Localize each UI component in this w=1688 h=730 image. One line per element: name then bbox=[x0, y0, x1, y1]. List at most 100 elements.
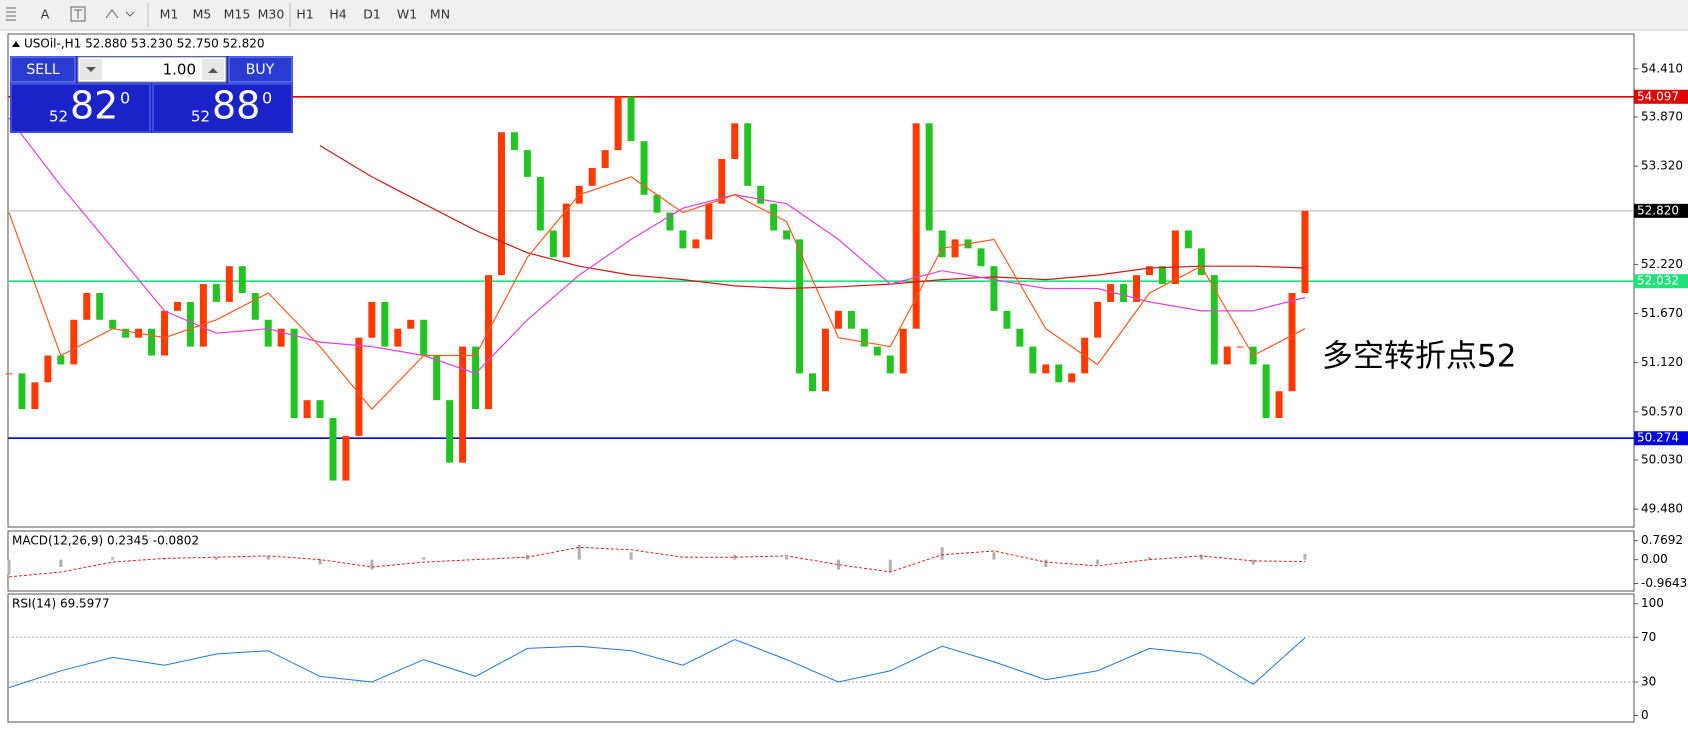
y-tick-label: 53.320 bbox=[1641, 159, 1683, 173]
candle bbox=[1224, 347, 1231, 365]
y-tick-label: 0 bbox=[1641, 708, 1649, 722]
candle bbox=[148, 329, 155, 356]
candle bbox=[589, 168, 596, 186]
candle bbox=[1237, 347, 1244, 348]
toolbar-item[interactable]: M1 bbox=[160, 7, 179, 22]
toolbar-item[interactable]: D1 bbox=[363, 7, 381, 22]
candle bbox=[835, 311, 842, 329]
candle bbox=[433, 356, 440, 401]
toolbar bbox=[0, 0, 1688, 30]
candle bbox=[317, 400, 324, 418]
candle bbox=[537, 177, 544, 231]
candle bbox=[407, 320, 414, 329]
rsi-panel bbox=[8, 594, 1634, 722]
candle bbox=[1094, 302, 1101, 338]
price-level-label: 54.097 bbox=[1637, 89, 1679, 103]
candle bbox=[1042, 364, 1049, 373]
buy-label: BUY bbox=[246, 62, 275, 78]
candle bbox=[265, 320, 272, 347]
y-tick-label: 100 bbox=[1641, 596, 1664, 610]
candle bbox=[31, 382, 38, 409]
candle bbox=[1302, 211, 1309, 293]
macd-title: MACD(12,26,9) 0.2345 -0.0802 bbox=[12, 534, 199, 548]
candle bbox=[731, 123, 738, 159]
price-level-label: 52.032 bbox=[1637, 274, 1679, 288]
candle bbox=[770, 204, 777, 231]
candle bbox=[679, 230, 686, 248]
y-tick-label: 0.00 bbox=[1641, 552, 1668, 566]
candle bbox=[446, 400, 453, 463]
candle bbox=[161, 311, 168, 356]
lots-value: 1.00 bbox=[163, 61, 196, 79]
candle bbox=[213, 284, 220, 302]
candle bbox=[848, 311, 855, 329]
candle bbox=[6, 373, 13, 374]
y-tick-label: 50.570 bbox=[1641, 404, 1683, 418]
candle bbox=[524, 150, 531, 177]
candle bbox=[628, 97, 635, 142]
candle bbox=[809, 373, 816, 391]
candle bbox=[641, 141, 648, 195]
y-tick-label: 51.670 bbox=[1641, 306, 1683, 320]
toolbar-item[interactable]: M5 bbox=[193, 7, 212, 22]
y-tick-label: 70 bbox=[1641, 630, 1656, 644]
toolbar-item[interactable]: MN bbox=[430, 7, 450, 22]
candle bbox=[1120, 284, 1127, 302]
rsi-title: RSI(14) 69.5977 bbox=[12, 597, 110, 611]
candle bbox=[381, 302, 388, 347]
toolbar-item[interactable]: H4 bbox=[329, 7, 346, 22]
candle bbox=[226, 266, 233, 302]
candle bbox=[511, 132, 518, 150]
candle bbox=[654, 195, 661, 213]
candle bbox=[615, 97, 622, 151]
candle bbox=[705, 204, 712, 240]
toolbar-item[interactable]: W1 bbox=[397, 7, 417, 22]
candle bbox=[1185, 230, 1192, 248]
candle bbox=[291, 329, 298, 418]
candle bbox=[783, 230, 790, 239]
y-tick-label: 30 bbox=[1641, 674, 1656, 688]
candle bbox=[900, 329, 907, 374]
candle bbox=[498, 132, 505, 275]
candle bbox=[368, 302, 375, 338]
y-tick-label: 0.7692 bbox=[1641, 533, 1683, 547]
y-tick-label: 54.410 bbox=[1641, 61, 1683, 75]
toolbar-item[interactable]: A bbox=[41, 7, 50, 22]
candle bbox=[1289, 293, 1296, 391]
macd-panel bbox=[8, 531, 1634, 591]
toolbar-item[interactable]: H1 bbox=[296, 7, 313, 22]
bid-main: 82 bbox=[70, 84, 118, 128]
candle bbox=[1172, 230, 1179, 284]
y-tick-label: 53.870 bbox=[1641, 110, 1683, 124]
candle bbox=[239, 266, 246, 293]
toolbar-item[interactable]: M30 bbox=[258, 7, 285, 22]
ask-big: 52 bbox=[191, 108, 210, 126]
candle bbox=[18, 373, 25, 409]
candle bbox=[109, 320, 116, 329]
candle bbox=[330, 418, 337, 481]
sell-label: SELL bbox=[26, 62, 60, 78]
candle bbox=[1016, 329, 1023, 347]
candle bbox=[252, 293, 259, 320]
candle bbox=[978, 248, 985, 266]
price-level-label: 50.274 bbox=[1637, 431, 1679, 445]
candle bbox=[602, 150, 609, 168]
candle bbox=[550, 230, 557, 257]
bid-big: 52 bbox=[49, 108, 68, 126]
candle bbox=[874, 347, 881, 356]
candle bbox=[822, 329, 829, 392]
symbol-header: USOil-,H1 52.880 53.230 52.750 52.820 bbox=[24, 37, 265, 51]
candle bbox=[1055, 364, 1062, 382]
candle bbox=[990, 266, 997, 311]
toolbar-item[interactable]: M15 bbox=[224, 7, 251, 22]
candle bbox=[96, 293, 103, 320]
candle bbox=[1263, 364, 1270, 418]
candle bbox=[187, 302, 194, 347]
y-tick-label: 49.480 bbox=[1641, 502, 1683, 516]
ask-main: 88 bbox=[212, 84, 260, 128]
candle bbox=[1003, 311, 1010, 329]
candle bbox=[70, 320, 77, 365]
candle bbox=[757, 186, 764, 204]
candle bbox=[692, 239, 699, 248]
